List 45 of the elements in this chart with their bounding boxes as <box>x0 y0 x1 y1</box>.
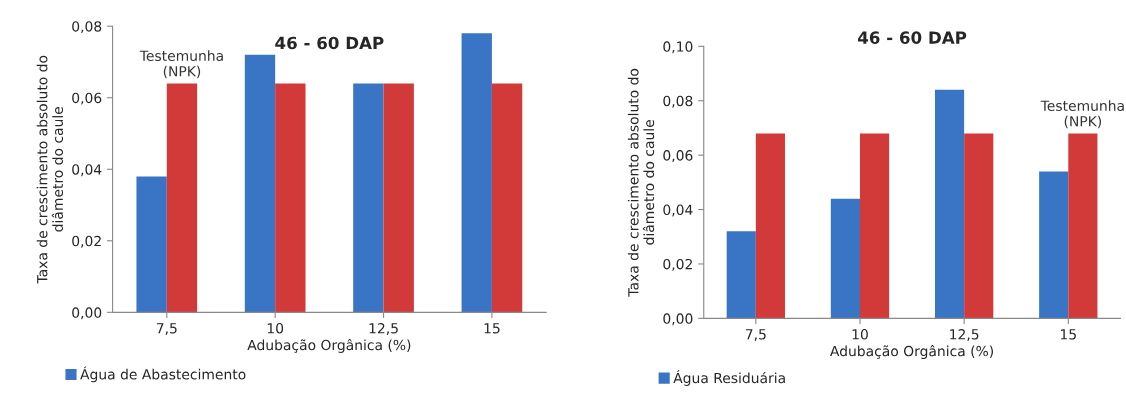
bar <box>244 54 276 313</box>
y-tick-label: 0,06 <box>72 92 102 105</box>
bar <box>275 83 306 313</box>
y-tick-label: 0,06 <box>663 150 693 163</box>
bar <box>353 83 384 313</box>
series-label: Testemunha (NPK) <box>1040 100 1124 129</box>
y-tick-label: 0,02 <box>663 258 692 271</box>
bar <box>1039 171 1069 319</box>
y-tick-label: 0,04 <box>663 204 693 217</box>
y-axis-title: Taxa de crescimento absoluto do diâmetro do caule <box>627 68 655 297</box>
y-tick-label: 0,08 <box>72 21 102 34</box>
x-tick-label: 15 <box>1060 329 1076 340</box>
bar <box>755 133 785 319</box>
chart-title: 46 - 60 DAP <box>857 31 967 44</box>
x-tick-label: 10 <box>852 329 868 340</box>
x-tick-label: 7,5 <box>745 329 766 341</box>
bar <box>830 198 860 319</box>
y-axis-title: Taxa de crescimento absoluto do diâmetro do caule <box>36 55 64 284</box>
x-tick-label: 7,5 <box>156 323 177 335</box>
bar <box>136 176 167 313</box>
bar <box>491 83 523 313</box>
x-axis-title: Adubação Orgânica (%) <box>830 345 993 359</box>
legend-label: Água de Abastecimento <box>80 366 246 383</box>
y-tick-label: 0,02 <box>72 235 101 248</box>
bar <box>934 89 965 319</box>
x-tick-label: 12,5 <box>369 322 398 335</box>
bar <box>964 133 994 319</box>
legend-label: Água Residuária <box>673 370 785 386</box>
bar <box>859 133 890 319</box>
y-tick-label: 0,00 <box>72 307 102 320</box>
x-tick-label: 15 <box>484 323 500 334</box>
y-tick-label: 0,00 <box>663 313 693 326</box>
series-label: Testemunha (NPK) <box>139 50 223 79</box>
bar <box>166 83 198 313</box>
bar <box>461 33 492 313</box>
x-axis-title: Adubação Orgânica (%) <box>247 338 411 353</box>
bar <box>726 231 756 319</box>
y-tick-label: 0,08 <box>663 95 693 108</box>
y-tick-label: 0,10 <box>663 41 693 54</box>
bar <box>383 83 414 313</box>
x-tick-label: 12,5 <box>950 329 979 341</box>
bar <box>1068 133 1098 319</box>
y-tick-label: 0,04 <box>72 164 102 177</box>
x-tick-label: 10 <box>267 322 284 334</box>
text: 46 - 60 DAP <box>275 36 384 50</box>
